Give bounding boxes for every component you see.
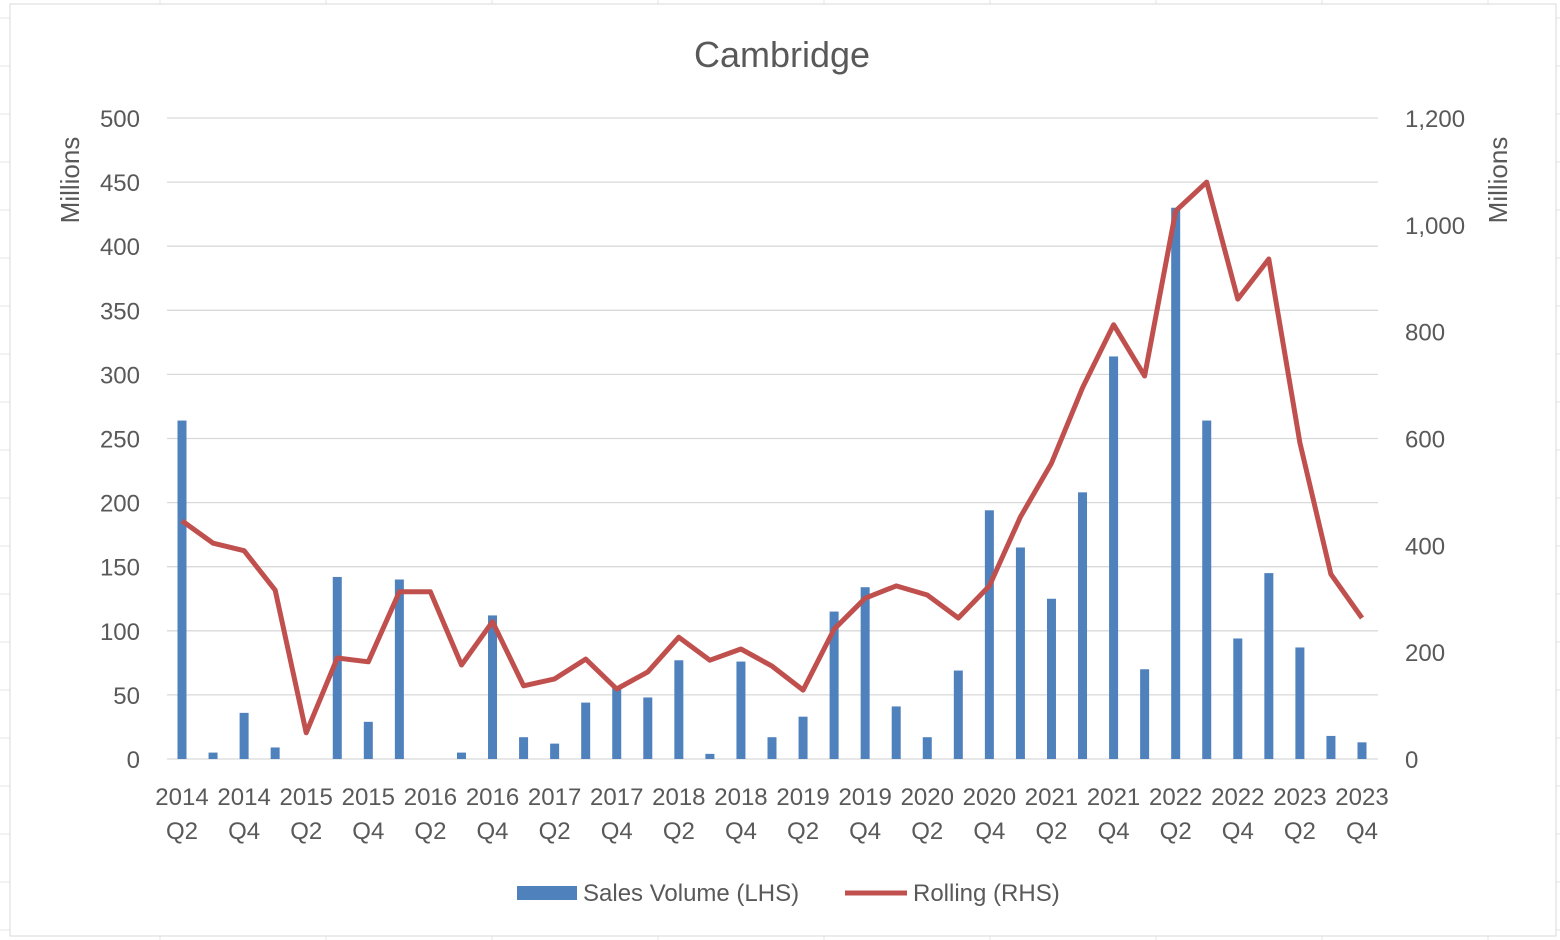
bar-2018-q4 bbox=[736, 661, 746, 759]
y-left-tick-label: 250 bbox=[100, 427, 140, 454]
x-tick-label: 2022 Q2 bbox=[1149, 784, 1202, 845]
y-left-tick-label: 300 bbox=[100, 362, 140, 389]
bar-2014-q3 bbox=[208, 752, 218, 759]
bar-2018-q3 bbox=[705, 753, 715, 759]
x-tick-label: 2016 Q2 bbox=[404, 784, 457, 845]
bar-2014-q4 bbox=[239, 712, 249, 759]
bar-2023-q1 bbox=[1264, 573, 1274, 759]
x-tick-label: 2021 Q4 bbox=[1087, 784, 1140, 845]
chart-title: Cambridge bbox=[694, 34, 870, 75]
legend: Sales Volume (LHS) Rolling (RHS) bbox=[517, 880, 1060, 907]
x-tick-label: 2014 Q4 bbox=[217, 784, 270, 845]
x-tick-label: 2019 Q4 bbox=[838, 784, 891, 845]
legend-swatch-sales-volume bbox=[517, 886, 577, 900]
y-right-tick-label: 600 bbox=[1405, 427, 1445, 454]
x-tick-label: 2023 Q2 bbox=[1273, 784, 1326, 845]
x-tick-label: 2017 Q4 bbox=[590, 784, 643, 845]
y-left-tick-label: 350 bbox=[100, 298, 140, 325]
bar-2019-q3 bbox=[829, 611, 839, 759]
y-axis-left-label: Millions bbox=[55, 137, 85, 224]
bar-2016-q3 bbox=[456, 752, 466, 759]
bar-2019-q4 bbox=[860, 587, 870, 759]
y-left-tick-label: 500 bbox=[100, 106, 140, 133]
bar-2022-q3 bbox=[1202, 420, 1212, 759]
x-tick-label: 2015 Q2 bbox=[280, 784, 333, 845]
bar-2019-q1 bbox=[767, 737, 777, 759]
y-axis-right-label: Millions bbox=[1483, 137, 1513, 224]
y-right-tick-label: 800 bbox=[1405, 320, 1445, 347]
y-left-tick-label: 150 bbox=[100, 555, 140, 582]
x-tick-label: 2020 Q4 bbox=[963, 784, 1016, 845]
bar-2015-q1 bbox=[270, 747, 280, 759]
x-tick-label: 2021 Q2 bbox=[1025, 784, 1078, 845]
x-tick-label: 2018 Q4 bbox=[714, 784, 767, 845]
bar-2021-q2 bbox=[1046, 598, 1056, 759]
bar-2015-q3 bbox=[332, 576, 342, 759]
bar-2016-q1 bbox=[394, 579, 404, 759]
bar-2018-q2 bbox=[674, 660, 684, 759]
bar-2017-q1 bbox=[519, 737, 529, 759]
y-right-tick-label: 400 bbox=[1405, 533, 1445, 560]
bar-2022-q4 bbox=[1233, 638, 1243, 759]
bar-2021-q4 bbox=[1109, 356, 1119, 759]
x-tick-label: 2023 Q4 bbox=[1335, 784, 1388, 845]
x-tick-label: 2019 Q2 bbox=[776, 784, 829, 845]
y-left-tick-label: 0 bbox=[127, 747, 140, 774]
chart-area bbox=[9, 3, 1557, 937]
bar-2020-q3 bbox=[953, 670, 963, 759]
bar-2023-q3 bbox=[1326, 735, 1336, 759]
x-tick-label: 2014 Q2 bbox=[155, 784, 208, 845]
bar-2020-q4 bbox=[984, 510, 994, 759]
legend-label-rolling: Rolling (RHS) bbox=[913, 880, 1060, 907]
x-tick-label: 2016 Q4 bbox=[466, 784, 519, 845]
bar-2015-q4 bbox=[363, 721, 373, 759]
bar-2014-q2 bbox=[177, 420, 187, 759]
bar-2017-q2 bbox=[550, 743, 560, 759]
y-left-tick-label: 100 bbox=[100, 619, 140, 646]
bar-2021-q1 bbox=[1015, 547, 1025, 759]
bar-2022-q2 bbox=[1171, 207, 1181, 760]
bar-2023-q4 bbox=[1357, 742, 1367, 759]
x-tick-label: 2017 Q2 bbox=[528, 784, 581, 845]
y-left-tick-label: 50 bbox=[113, 683, 140, 710]
bar-2023-q2 bbox=[1295, 647, 1305, 759]
y-right-tick-label: 1,200 bbox=[1405, 106, 1465, 133]
x-tick-label: 2022 Q4 bbox=[1211, 784, 1264, 845]
bar-2016-q4 bbox=[488, 615, 498, 759]
bar-2017-q3 bbox=[581, 702, 591, 759]
y-left-tick-label: 450 bbox=[100, 170, 140, 197]
bar-2021-q3 bbox=[1078, 492, 1088, 759]
bar-2017-q4 bbox=[612, 685, 622, 759]
y-right-tick-label: 1,000 bbox=[1405, 213, 1465, 240]
x-tick-label: 2020 Q2 bbox=[901, 784, 954, 845]
y-left-tick-label: 400 bbox=[100, 234, 140, 261]
bar-2019-q2 bbox=[798, 716, 808, 759]
x-tick-label: 2018 Q2 bbox=[652, 784, 705, 845]
y-right-tick-label: 200 bbox=[1405, 640, 1445, 667]
y-left-tick-label: 200 bbox=[100, 491, 140, 518]
x-tick-label: 2015 Q4 bbox=[342, 784, 395, 845]
bar-2022-q1 bbox=[1140, 669, 1150, 759]
y-right-tick-label: 0 bbox=[1405, 747, 1418, 774]
bar-2020-q2 bbox=[922, 737, 932, 759]
bar-2020-q1 bbox=[891, 706, 901, 759]
bar-2018-q1 bbox=[643, 697, 653, 759]
legend-label-sales-volume: Sales Volume (LHS) bbox=[583, 880, 799, 907]
